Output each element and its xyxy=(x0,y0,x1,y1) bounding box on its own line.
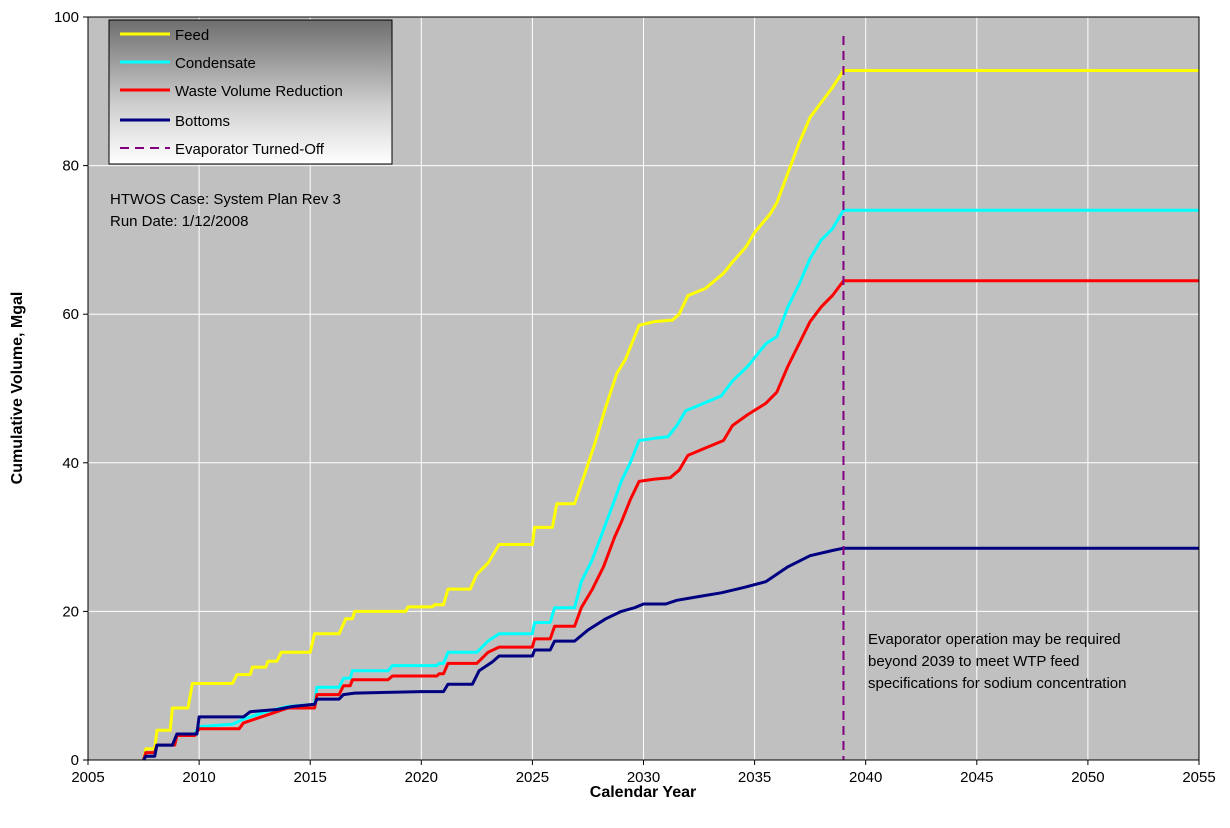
x-tick-label: 2055 xyxy=(1182,769,1215,786)
series-line xyxy=(142,279,1199,761)
x-tick-label: 2010 xyxy=(182,769,215,786)
y-axis-title: Cumulative Volume, Mgal xyxy=(9,292,26,485)
note-annotation: Evaporator operation may be required bey… xyxy=(868,631,1126,692)
case-info-line: Run Date: 1/12/2008 xyxy=(110,213,248,230)
x-tick-label: 2050 xyxy=(1071,769,1104,786)
legend-label: Condensate xyxy=(175,55,256,72)
x-axis-title: Calendar Year xyxy=(590,784,696,801)
series-line xyxy=(142,546,1199,761)
x-tick-label: 2035 xyxy=(738,769,771,786)
x-tick-label: 2045 xyxy=(960,769,993,786)
legend-label: Bottoms xyxy=(175,113,230,130)
y-tick-label: 80 xyxy=(62,158,79,175)
x-tick-label: 2005 xyxy=(71,769,104,786)
note-line: specifications for sodium concentration xyxy=(868,675,1126,692)
x-tick-label: 2020 xyxy=(405,769,438,786)
series-line xyxy=(142,69,1199,761)
legend-label: Feed xyxy=(175,27,209,44)
legend-label: Waste Volume Reduction xyxy=(175,83,343,100)
y-tick-label: 100 xyxy=(54,9,79,26)
series-line xyxy=(142,208,1199,761)
x-tick-label: 2030 xyxy=(627,769,660,786)
y-axis-ticks: 0 20 40 60 80 100 xyxy=(54,9,88,769)
y-tick-label: 40 xyxy=(62,455,79,472)
y-tick-label: 60 xyxy=(62,306,79,323)
series-lines xyxy=(142,69,1199,761)
gridlines xyxy=(88,17,1199,760)
note-line: Evaporator operation may be required xyxy=(868,631,1121,648)
legend: Feed Condensate Waste Volume Reduction B… xyxy=(108,19,393,165)
y-tick-label: 20 xyxy=(62,603,79,620)
y-tick-label: 0 xyxy=(71,752,79,769)
note-line: beyond 2039 to meet WTP feed xyxy=(868,653,1080,670)
x-tick-label: 2025 xyxy=(516,769,549,786)
x-tick-label: 2015 xyxy=(294,769,327,786)
case-info-line: HTWOS Case: System Plan Rev 3 xyxy=(110,191,341,208)
x-tick-label: 2040 xyxy=(849,769,882,786)
legend-box xyxy=(108,19,393,165)
x-axis-ticks: 2005 2010 2015 2020 2025 2030 2035 2040 2045 2050… xyxy=(71,760,1216,786)
legend-label: Evaporator Turned-Off xyxy=(175,141,325,158)
case-info: HTWOS Case: System Plan Rev 3 Run Date: … xyxy=(110,191,341,230)
